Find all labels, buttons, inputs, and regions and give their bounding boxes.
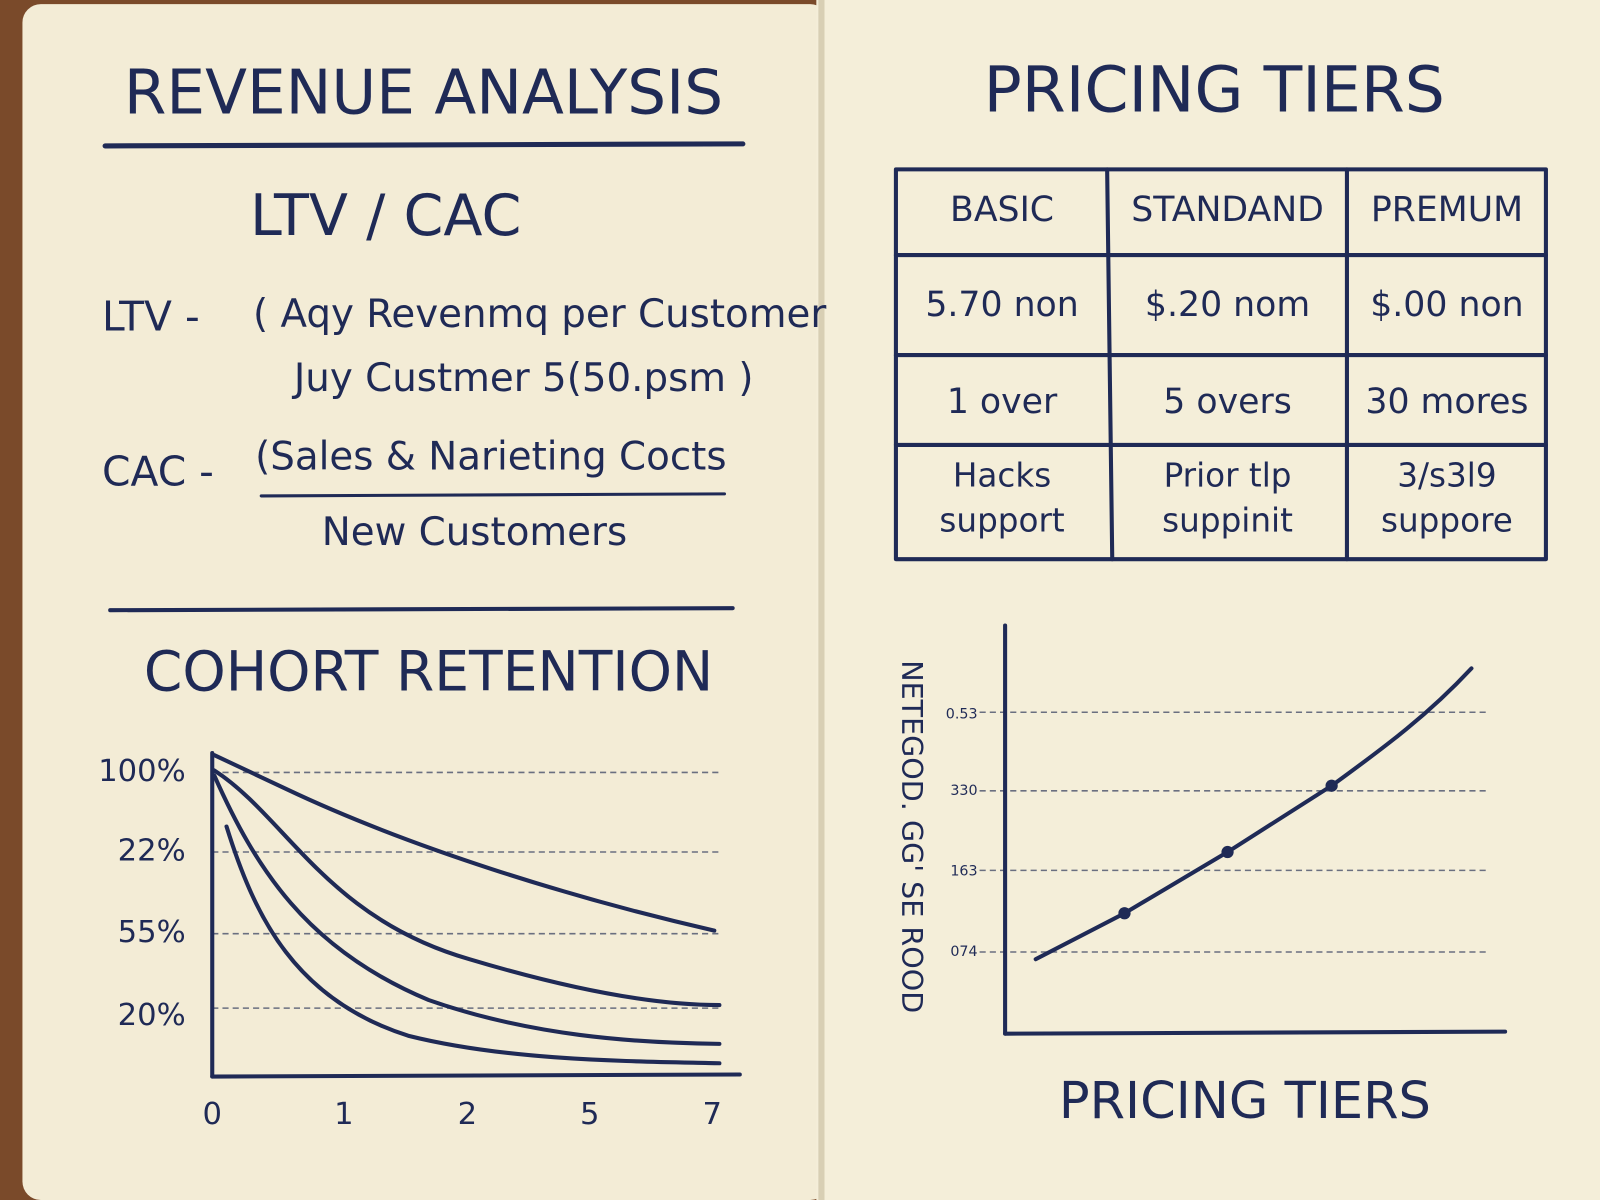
x-tick-label: 7 [703,1097,722,1132]
table-cell: 30 mores [1365,382,1528,422]
cohort-chart: 100% 22% 55% 20% 0 1 2 5 7 [98,751,742,1132]
x-axis [1003,1029,1508,1036]
x-axis-label: PRICING TIERS [1059,1072,1431,1131]
y-tick-label: 0.53 [946,706,978,722]
left-page [22,4,829,1200]
table-header: STANDAND [1131,190,1324,230]
separator [108,606,735,613]
cac-label: CAC - [102,447,214,495]
fraction-bar [259,492,727,498]
ltv-label: LTV - [102,292,200,340]
table-header: PREMUM [1371,190,1523,230]
table-cell: suppore [1381,501,1513,539]
table-grid [893,167,1548,562]
y-tick-label: 20% [118,998,186,1033]
x-tick-label: 2 [458,1097,477,1132]
table-cell: support [939,501,1065,539]
curve [224,824,722,1066]
curve [212,768,722,1008]
table-cell: 5.70 non [925,285,1078,325]
right-page [816,0,1600,1200]
ltv-text: Juy Custmer 5(50.psm ) [292,356,754,401]
y-tick-label: 100% [98,754,186,789]
table-cell: Hacks [953,457,1051,495]
y-tick-label: 22% [118,834,186,869]
x-tick-label: 0 [203,1097,222,1132]
y-tick-label: 074 [950,944,977,960]
table-cell: 1 over [947,382,1058,422]
table: BASIC STANDAND PREMUM 5.70 non $.20 nom $.00 … [925,190,1528,539]
x-tick-label: 5 [580,1097,599,1132]
curve [212,753,717,933]
title: REVENUE ANALYSIS [124,58,723,129]
ltv-text: ( Aqy Revenmq per Customer [253,292,826,337]
point [1118,907,1131,920]
x-tick-label: 1 [334,1097,353,1132]
curve [212,773,722,1046]
y-axis-label: NETEGOD. GG' SE ROOD [895,660,929,1013]
cac-text: New Customers [322,510,627,555]
point [1325,779,1338,792]
y-tick-label: 163 [950,863,977,879]
section-title: COHORT RETENTION [144,640,713,704]
pricing-chart: 0.53 330 163 074 NETEGOD. GG' SE ROOD PR… [895,623,1508,1131]
table-cell: Prior tlp [1164,457,1292,495]
table-cell: 5 overs [1163,382,1292,422]
table-cell: 3/s3l9 [1397,457,1496,495]
y-tick-label: 330 [950,783,977,799]
underline [102,141,746,149]
table-header: BASIC [950,190,1054,230]
x-axis [210,1072,742,1079]
heading: LTV / CAC [250,183,521,249]
title: PRICING TIERS [984,52,1445,126]
y-tick-label: 55% [118,915,186,950]
table-cell: $.20 nom [1145,285,1310,325]
table-cell: $.00 non [1370,285,1523,325]
cac-text: (Sales & Narieting Cocts [255,435,726,480]
table-cell: suppinit [1162,501,1293,539]
point [1221,845,1234,859]
